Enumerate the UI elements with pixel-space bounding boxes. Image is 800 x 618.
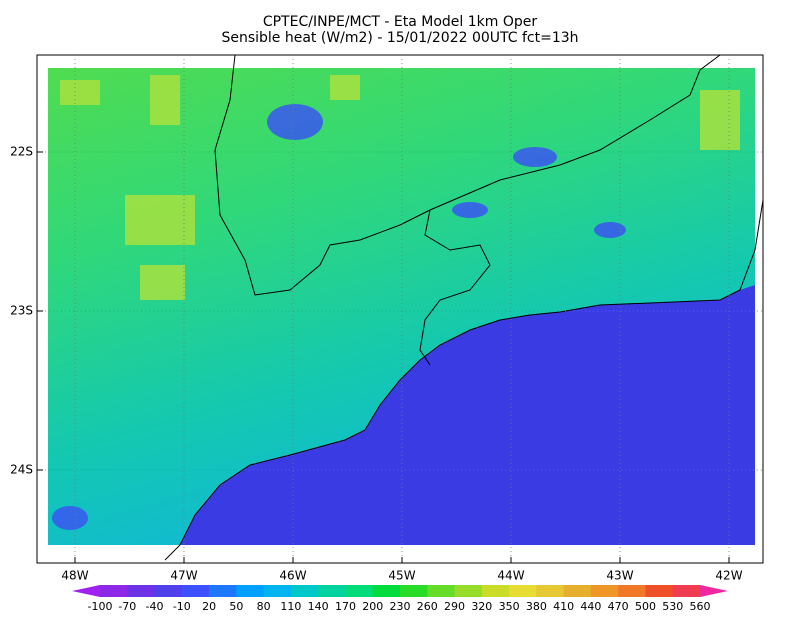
warm-patches	[60, 75, 740, 300]
colorbar-label: 470	[608, 600, 629, 613]
colorbar-box	[509, 585, 537, 597]
colorbar-box	[618, 585, 646, 597]
colorbar-box	[345, 585, 374, 597]
coastline	[164, 199, 764, 561]
colorbar-box	[372, 585, 401, 597]
colorbar-label: -70	[118, 600, 136, 613]
colorbar-label: 320	[471, 600, 492, 613]
colorbar-box	[454, 585, 483, 597]
lat-labels: 22S 23S 24S	[10, 145, 33, 477]
colorbar-label: 350	[499, 600, 520, 613]
colorbar-label: 440	[580, 600, 601, 613]
colorbar-label: 260	[417, 600, 438, 613]
colorbar-box	[154, 585, 183, 597]
colorbar-label: 530	[662, 600, 683, 613]
lat-label: 24S	[10, 463, 33, 477]
colorbar-label: 20	[202, 600, 216, 613]
colorbar-box	[400, 585, 428, 597]
colorbar: -100 -70 -40 -10 20 50 80 110 140 170 200 230 260 290…	[72, 585, 728, 613]
colorbar-arrow	[700, 585, 728, 597]
colorbar-box	[127, 585, 156, 597]
colorbar-box	[181, 585, 210, 597]
colorbar-box	[563, 585, 592, 597]
lon-label: 47W	[170, 569, 197, 583]
state-border	[214, 54, 721, 296]
lon-label: 48W	[61, 569, 88, 583]
colorbar-label: 50	[229, 600, 243, 613]
lon-label: 42W	[715, 569, 742, 583]
title: CPTEC/INPE/MCT - Eta Model 1km Oper	[263, 14, 538, 30]
lon-labels: 48W 47W 46W 45W 44W 43W 42W	[61, 569, 742, 583]
colorbar-box	[263, 585, 292, 597]
colorbar-label: -100	[88, 600, 113, 613]
colorbar-box	[672, 585, 701, 597]
lon-label: 43W	[606, 569, 633, 583]
colorbar-label: 110	[280, 600, 301, 613]
colorbar-label: 380	[526, 600, 547, 613]
colorbar-box	[318, 585, 346, 597]
subtitle: Sensible heat (W/m2) - 15/01/2022 00UTC …	[221, 30, 578, 46]
cool-patches	[52, 104, 626, 530]
lat-label: 22S	[10, 145, 33, 159]
colorbar-box	[209, 585, 237, 597]
colorbar-label: 290	[444, 600, 465, 613]
colorbar-box	[590, 585, 619, 597]
colorbar-label: 140	[308, 600, 329, 613]
colorbar-box	[290, 585, 319, 597]
ocean	[180, 285, 755, 545]
colorbar-box	[236, 585, 265, 597]
colorbar-arrow	[72, 585, 100, 597]
colorbar-label: 500	[635, 600, 656, 613]
lon-label: 45W	[388, 569, 415, 583]
colorbar-box	[100, 585, 128, 597]
grid	[37, 55, 763, 563]
colorbar-box	[645, 585, 674, 597]
colorbar-label: -40	[146, 600, 164, 613]
colorbar-box	[427, 585, 456, 597]
colorbar-box	[481, 585, 510, 597]
map: 22S 23S 24S 48W 47W 46W 45W 44W 43W 42W	[10, 54, 764, 583]
colorbar-label: 80	[257, 600, 271, 613]
lon-label: 46W	[279, 569, 306, 583]
state-border-2	[419, 209, 491, 366]
colorbar-label: 410	[553, 600, 574, 613]
lat-label: 23S	[10, 304, 33, 318]
lon-label: 44W	[497, 569, 524, 583]
colorbar-label: 560	[690, 600, 711, 613]
colorbar-label: 230	[390, 600, 411, 613]
colorbar-label: 170	[335, 600, 356, 613]
colorbar-label: -10	[173, 600, 191, 613]
colorbar-box	[536, 585, 565, 597]
colorbar-label: 200	[362, 600, 383, 613]
